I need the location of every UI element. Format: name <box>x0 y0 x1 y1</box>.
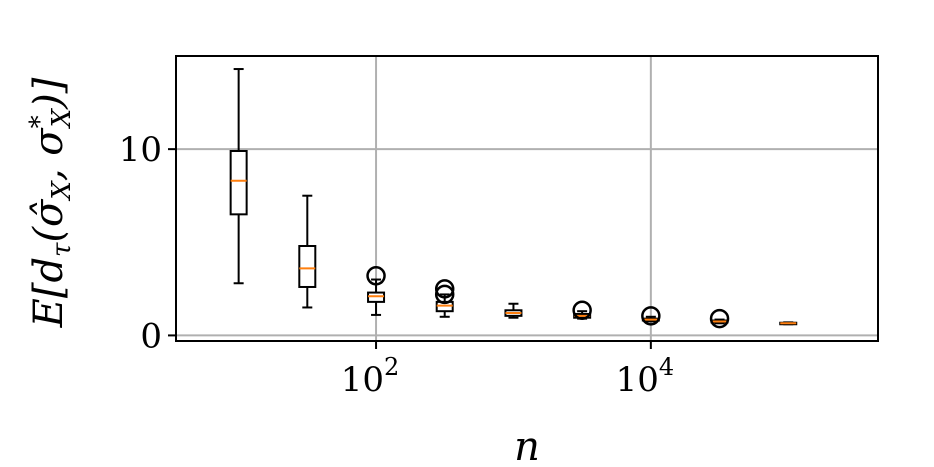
x-axis-label: n <box>514 424 540 467</box>
outlier-point <box>434 279 455 299</box>
x-tick-label: 102 <box>341 353 400 400</box>
axis-ticks: 102 104 0 10 <box>119 130 674 400</box>
box-plot-item <box>709 308 730 329</box>
x-tick-label: 104 <box>616 353 675 400</box>
y-tick-label: 10 <box>119 130 162 170</box>
box-plot-item <box>298 194 317 309</box>
outlier-point <box>366 266 386 286</box>
y-tick-label: 0 <box>140 316 162 356</box>
box-plot-item <box>366 266 386 316</box>
outlier-point <box>572 300 592 321</box>
plot-frame <box>175 55 879 342</box>
box-plot-item <box>641 306 661 326</box>
box-plot-item <box>434 279 455 318</box>
outlier-point <box>434 284 455 305</box>
outlier-point <box>709 308 730 329</box>
grid-lines <box>176 56 878 341</box>
y-axis-label: E[dτ(σ̂X, σ*X)] <box>25 77 77 328</box>
box-plot-item <box>229 68 248 285</box>
box-iqr <box>298 245 317 288</box>
outlier-point <box>641 306 661 326</box>
box-iqr <box>229 150 248 216</box>
box-plot-item <box>779 321 798 326</box>
box-series <box>229 68 798 329</box>
box-plot-item <box>504 302 523 319</box>
box-plot-item <box>572 300 592 321</box>
svg-text:E[dτ(σ̂X, σ*X)]: E[dτ(σ̂X, σ*X)] <box>25 77 77 328</box>
